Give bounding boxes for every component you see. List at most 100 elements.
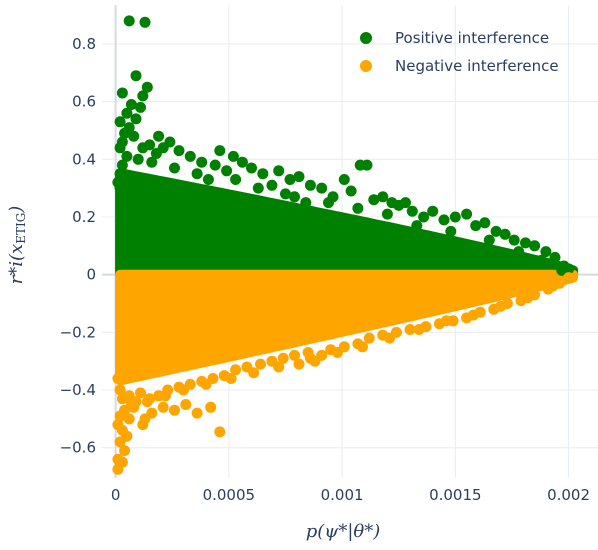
- negative-point: [248, 367, 260, 379]
- positive-point: [461, 208, 473, 220]
- negative-point: [159, 390, 171, 402]
- negative-point: [180, 399, 192, 410]
- positive-point: [449, 211, 461, 223]
- positive-point: [119, 127, 131, 139]
- positive-point: [266, 179, 278, 191]
- positive-point: [556, 264, 568, 276]
- negative-point: [404, 324, 416, 335]
- x-tick-label: 0.0015: [429, 486, 482, 504]
- positive-point: [184, 150, 196, 162]
- positive-point: [418, 211, 430, 223]
- positive-point: [125, 197, 137, 209]
- positive-point: [316, 182, 328, 194]
- positive-point: [116, 159, 128, 171]
- negative-point: [200, 378, 212, 390]
- y-tick-label: −0.2: [60, 323, 96, 341]
- positive-point: [535, 254, 547, 266]
- positive-point: [214, 145, 226, 157]
- negative-point: [225, 373, 237, 384]
- positive-point: [141, 81, 153, 93]
- positive-point: [230, 174, 242, 185]
- legend[interactable]: Positive interference Negative interfere…: [360, 29, 559, 75]
- negative-point: [304, 352, 316, 364]
- positive-point: [289, 191, 300, 203]
- negative-point: [112, 419, 124, 431]
- positive-point: [400, 197, 411, 209]
- y-tick-label: 0.2: [72, 208, 96, 226]
- positive-point: [209, 159, 221, 171]
- positive-point: [227, 150, 239, 162]
- y-tick-label: −0.6: [60, 439, 96, 457]
- x-tick-label: 0.002: [547, 486, 590, 504]
- positive-point: [137, 142, 149, 154]
- positive-point: [135, 101, 146, 113]
- positive-point: [121, 150, 133, 162]
- negative-point: [255, 358, 266, 370]
- negative-point: [440, 315, 452, 327]
- x-axis-title: p(ψ*|θ*): [306, 521, 381, 542]
- positive-point: [130, 70, 142, 82]
- positive-point: [323, 197, 334, 209]
- positive-point: [273, 165, 285, 177]
- y-tick-label: 0.4: [72, 150, 96, 168]
- positive-point: [470, 220, 482, 232]
- positive-point: [137, 90, 149, 102]
- positive-point: [438, 214, 450, 226]
- negative-point: [135, 387, 146, 399]
- negative-point: [114, 384, 126, 396]
- negative-point-cloud: [115, 269, 579, 386]
- negative-point: [116, 393, 128, 405]
- positive-point: [116, 87, 128, 99]
- positive-point: [304, 179, 316, 191]
- positive-point: [114, 142, 126, 154]
- negative-point: [157, 401, 169, 413]
- negative-point: [123, 413, 135, 425]
- positive-point: [479, 217, 491, 229]
- positive-point: [377, 191, 389, 203]
- positive-point: [411, 220, 423, 232]
- positive-point: [520, 237, 531, 249]
- positive-point: [202, 174, 214, 185]
- negative-point: [146, 407, 158, 419]
- positive-point: [196, 156, 208, 168]
- negative-point: [384, 332, 396, 344]
- positive-point: [139, 16, 151, 28]
- legend-label-negative[interactable]: Negative interference: [395, 57, 559, 75]
- positive-point: [300, 197, 312, 209]
- positive-point: [121, 107, 133, 119]
- positive-point: [280, 188, 291, 200]
- positive-point: [445, 225, 457, 237]
- negative-point: [125, 399, 137, 410]
- positive-point: [173, 145, 185, 157]
- x-axis-ticks: 0 0.0005 0.001 0.0015 0.002: [111, 486, 590, 504]
- negative-point: [205, 401, 217, 413]
- positive-point: [508, 234, 520, 246]
- positive-point: [368, 194, 380, 206]
- positive-point: [406, 205, 418, 217]
- y-axis-title-subscript: ETIG: [14, 213, 28, 244]
- positive-point: [284, 174, 296, 185]
- negative-point: [141, 396, 153, 408]
- positive-point: [114, 116, 126, 128]
- negative-point: [273, 361, 285, 373]
- negative-point: [357, 341, 368, 353]
- y-tick-label: 0.6: [72, 93, 96, 111]
- legend-marker-negative: [360, 60, 372, 72]
- positive-point: [293, 171, 305, 183]
- negative-point: [563, 272, 575, 284]
- positive-point: [345, 185, 357, 197]
- negative-point: [178, 384, 189, 396]
- positive-point: [490, 225, 502, 237]
- y-axis-title-main: r*i(x: [6, 244, 27, 285]
- x-tick-label: 0: [111, 486, 121, 504]
- positive-point: [114, 168, 126, 180]
- positive-point: [540, 246, 552, 258]
- positive-point: [221, 165, 233, 177]
- positive-point: [257, 168, 269, 180]
- positive-point-cloud: [115, 168, 579, 280]
- data-points: [112, 15, 575, 475]
- positive-point: [169, 162, 180, 174]
- legend-label-positive[interactable]: Positive interference: [395, 29, 549, 47]
- point-cloud: [115, 168, 579, 386]
